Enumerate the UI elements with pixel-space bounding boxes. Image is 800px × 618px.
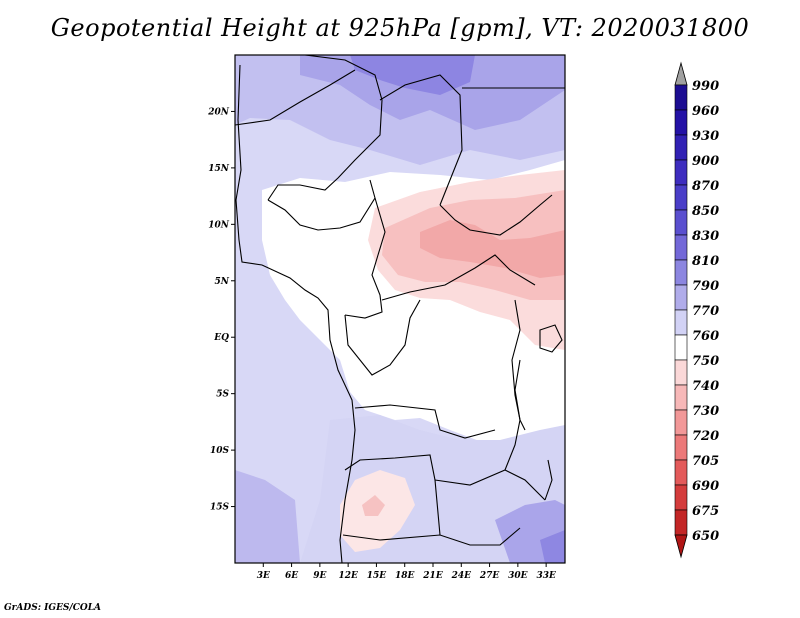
colorbar-label: 810 [692, 254, 719, 269]
lon-tick-label: 33E [536, 571, 556, 581]
colorbar-label: 930 [692, 129, 719, 144]
colorbar-swatch [674, 359, 688, 386]
colorbar-swatch [674, 234, 688, 261]
lat-tick-label: 20N [207, 107, 230, 117]
colorbar-label: 790 [692, 279, 719, 294]
colorbar-label: 690 [692, 479, 719, 494]
colorbar-label: 900 [692, 154, 719, 169]
border-chad-south [439, 194, 553, 236]
lon-tick-label: 15E [367, 571, 387, 581]
colorbar-swatch [674, 159, 688, 186]
borders [235, 55, 565, 563]
lon-tick-label: 6E [285, 571, 298, 581]
border-drc-east [504, 299, 521, 471]
border-namibia [342, 527, 521, 546]
lon-tick-label: 21E [422, 571, 443, 581]
lon-tick-label: 3E [257, 571, 270, 581]
colorbar-label: 750 [692, 354, 719, 369]
lon-tick-label: 30E [508, 571, 528, 581]
border-sahara-1 [267, 55, 383, 201]
border-car [381, 254, 536, 301]
lon-tick-label: 27E [479, 571, 500, 581]
lat-tick-label: 15S [210, 503, 230, 513]
border-sahara-2 [235, 69, 356, 126]
colorbar-label: 730 [692, 404, 719, 419]
border-niger-chad [379, 74, 463, 206]
coastline-west [235, 64, 356, 563]
lat-tick-label: 10S [210, 446, 230, 456]
lat-tick-label: 10N [208, 220, 230, 230]
colorbar-bottom-arrow [674, 534, 688, 559]
field-north-850 [350, 55, 475, 95]
field-pink-730 [420, 220, 565, 278]
colorbar-label: 960 [692, 104, 719, 119]
lon-tick-label: 12E [338, 571, 358, 581]
colorbar-swatch [674, 284, 688, 311]
colorbar-swatch [674, 334, 688, 361]
lat-tick-label: 5S [216, 390, 229, 400]
grads-credit: GrADS: IGES/COLA [4, 603, 102, 613]
colorbar-swatch [674, 384, 688, 411]
colorbar-label: 850 [692, 204, 719, 219]
lon-tick-label: 24E [451, 571, 472, 581]
colorbar-swatch [674, 459, 688, 486]
colorbar-swatch [674, 309, 688, 336]
field-south-pink-core [362, 495, 385, 516]
chart-title: Geopotential Height at 925hPa [gpm], VT:… [50, 14, 750, 42]
colorbar-swatch [674, 134, 688, 161]
colorbar-label: 720 [692, 429, 719, 444]
lat-tick-label: 15N [208, 164, 230, 174]
map-frame [234, 54, 566, 564]
lon-tick-label: 9E [313, 571, 326, 581]
colorbar-label: 705 [692, 454, 719, 469]
colorbar-label: 740 [692, 379, 719, 394]
latitude-axis: 20N 15N 10N 5N EQ 5S 10S 15S [207, 107, 235, 513]
field-southeast-850 [540, 530, 565, 563]
height-field [235, 55, 565, 563]
colorbar-label: 770 [692, 304, 719, 319]
colorbar-swatch [674, 184, 688, 211]
border-nigeria [267, 179, 376, 231]
colorbar-swatch [674, 434, 688, 461]
colorbar-swatch [674, 509, 688, 536]
colorbar-swatch [674, 209, 688, 236]
lat-tick-label: EQ [213, 333, 229, 343]
lon-tick-label: 18E [395, 571, 415, 581]
colorbar-label: 650 [692, 529, 719, 544]
field-southwest-790 [235, 470, 300, 563]
lake-tanganyika [514, 359, 526, 431]
colorbar-label: 760 [692, 329, 719, 344]
colorbar-label: 990 [692, 79, 719, 94]
border-angola [344, 454, 441, 536]
border-cameroon [344, 197, 386, 319]
border-zambia [434, 469, 546, 501]
colorbar: 990 960 930 900 870 850 830 810 790 770 760 750 740 7… [674, 61, 719, 559]
colorbar-swatch [674, 484, 688, 511]
lat-tick-label: 5N [215, 277, 230, 287]
colorbar-label: 830 [692, 229, 719, 244]
colorbar-swatch [674, 259, 688, 286]
colorbar-top-arrow [674, 61, 688, 86]
colorbar-label: 870 [692, 179, 719, 194]
colorbar-swatch [674, 109, 688, 136]
lake-victoria [539, 324, 563, 353]
border-congo [344, 299, 421, 376]
longitude-axis: 3E 6E 9E 12E 15E 18E 21E 24E 27E 30E 33E [257, 563, 556, 581]
colorbar-swatch [674, 409, 688, 436]
colorbar-label: 675 [692, 504, 719, 519]
colorbar-swatch [674, 84, 688, 111]
border-drc-south [354, 404, 496, 439]
lake-malawi [544, 459, 553, 501]
